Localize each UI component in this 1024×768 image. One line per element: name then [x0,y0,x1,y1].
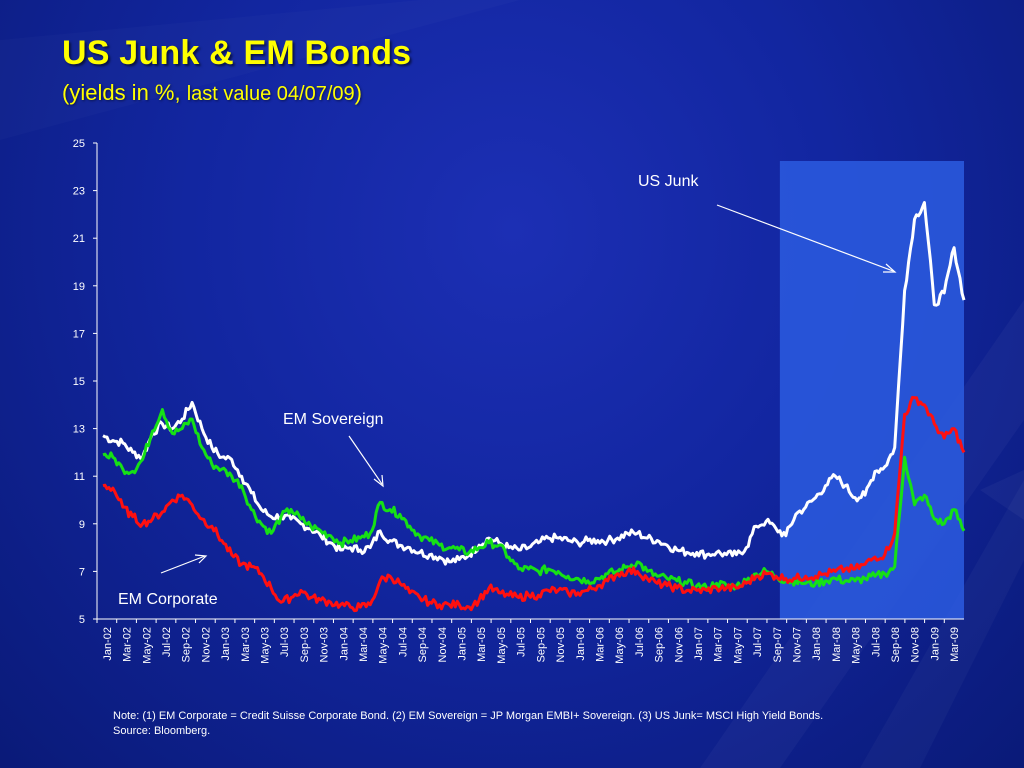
annotation-em-corporate: EM Corporate [118,591,218,608]
x-tick-label: Jan-09 [929,627,941,661]
series-line-em-corporate [102,395,966,613]
y-tick-label: 15 [73,376,85,388]
x-tick-label: Jan-07 [693,627,705,661]
y-tick-label: 23 [73,186,85,198]
y-tick-label: 13 [73,424,85,436]
x-tick-label: Sep-02 [181,627,193,662]
x-tick-label: Jul-02 [161,627,173,657]
y-tick-label: 7 [79,566,85,578]
x-tick-label: May-07 [732,627,744,664]
y-tick-label: 11 [74,471,85,483]
x-tick-label: Jul-08 [870,627,882,657]
x-tick-label: Sep-08 [890,627,902,662]
y-tick-label: 25 [73,138,85,150]
x-tick-label: Mar-02 [122,627,134,662]
x-tick-label: Jul-05 [516,627,528,657]
subtitle-prefix: (yields in %, [62,80,187,105]
x-tick-label: May-02 [141,627,153,664]
x-tick-label: Jan-08 [811,627,823,661]
x-tick-label: Jan-05 [457,627,469,661]
x-tick-label: Jan-02 [102,627,114,661]
y-tick-label: 19 [73,281,85,293]
x-tick-label: Mar-03 [240,627,252,662]
x-tick-label: Jul-07 [752,627,764,657]
y-tick-label: 9 [79,519,85,531]
series-line-us-junk [102,201,966,566]
x-tick-label: Nov-06 [673,627,685,662]
x-tick-label: Jul-04 [397,627,409,657]
annotation-us-junk-arrow [716,204,894,272]
slide-title: US Junk & EM Bonds [62,34,412,72]
subtitle-last-value: last value 04/07/09 [186,83,355,105]
x-tick-label: Nov-02 [200,627,212,662]
x-tick-label: Sep-06 [654,627,666,662]
x-tick-label: Sep-07 [772,627,784,662]
x-tick-label: Nov-08 [910,627,922,662]
annotation-em-sovereign: EM Sovereign [283,411,384,428]
arrowhead-us-junk [883,263,897,273]
x-tick-label: Sep-03 [299,627,311,662]
x-tick-label: Jul-03 [279,627,291,657]
x-tick-label: Jul-06 [634,627,646,657]
chart-note: Note: (1) EM Corporate = Credit Suisse C… [113,709,823,739]
x-tick-label: May-04 [378,627,390,664]
x-tick-label: Jan-03 [220,627,232,661]
x-tick-label: Sep-05 [535,627,547,662]
x-tick-label: Nov-03 [319,627,331,662]
x-tick-label: Jan-06 [575,627,587,661]
x-tick-label: May-06 [614,627,626,664]
highlight-band [779,161,964,619]
annotation-em-sovereign-arrow [348,435,383,485]
slide-subtitle: (yields in %, last value 04/07/09) [62,80,362,106]
x-tick-label: Mar-09 [949,627,961,662]
series-line-em-sovereign [102,408,966,592]
x-tick-label: Jan-04 [338,627,350,661]
note-line-1: Note: (1) EM Corporate = Credit Suisse C… [113,710,824,722]
x-tick-label: Nov-05 [555,627,567,662]
x-tick-label: Sep-04 [417,627,429,662]
arrowhead-em-sovereign [373,474,384,488]
x-tick-label: Mar-05 [476,627,488,662]
x-tick-label: May-03 [259,627,271,664]
subtitle-suffix: ) [354,80,362,105]
x-tick-label: Mar-07 [713,627,725,662]
x-tick-label: Mar-04 [358,627,370,662]
x-tick-label: Mar-06 [594,627,606,662]
x-tick-label: Mar-08 [831,627,843,662]
x-tick-label: May-05 [496,627,508,664]
y-tick-label: 21 [73,233,85,245]
x-tick-label: Nov-07 [792,627,804,662]
x-tick-label: May-08 [851,627,863,664]
note-line-2: Source: Bloomberg. [113,725,211,737]
yield-chart: 5 7 9 11 13 15 17 19 21 23 25 Jan-02 Mar-02 May-02 Jul… [73,138,966,664]
x-tick-label: Nov-04 [437,627,449,662]
y-tick-label: 5 [79,614,85,626]
annotation-us-junk: US Junk [638,173,699,190]
arrowhead-em-corporate [194,554,208,564]
y-tick-label: 17 [73,328,85,340]
annotation-em-corporate-arrow [160,555,206,574]
